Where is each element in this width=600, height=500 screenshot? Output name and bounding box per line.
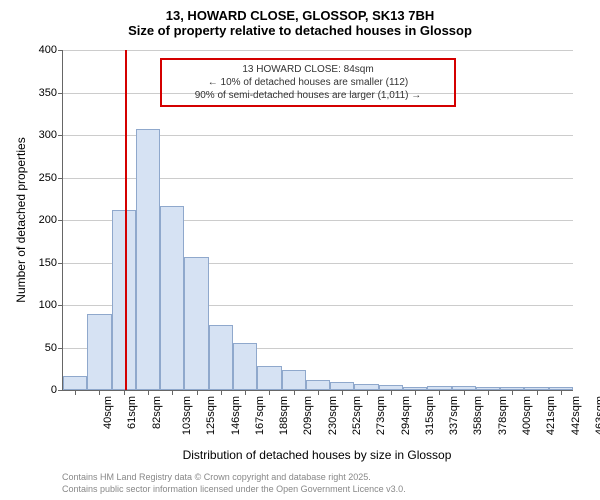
gridline xyxy=(63,50,573,51)
xtick-label: 61sqm xyxy=(126,396,138,429)
xtick-mark xyxy=(172,390,173,395)
xtick-label: 167sqm xyxy=(254,396,266,435)
xtick-label: 146sqm xyxy=(230,396,242,435)
xtick-label: 188sqm xyxy=(278,396,290,435)
ytick-label: 0 xyxy=(51,384,63,396)
annotation-line: 90% of semi-detached houses are larger (… xyxy=(168,89,448,102)
xtick-label: 82sqm xyxy=(151,396,163,429)
histogram-bar xyxy=(209,325,233,390)
histogram-bar xyxy=(112,210,136,390)
histogram-bar xyxy=(184,257,208,390)
xtick-mark xyxy=(439,390,440,395)
histogram-bar xyxy=(160,206,184,390)
xtick-mark xyxy=(512,390,513,395)
footer-line: Contains public sector information licen… xyxy=(62,484,406,496)
xtick-label: 358sqm xyxy=(473,396,485,435)
xtick-mark xyxy=(75,390,76,395)
xtick-mark xyxy=(488,390,489,395)
xtick-label: 125sqm xyxy=(205,396,217,435)
xtick-label: 337sqm xyxy=(448,396,460,435)
xtick-mark xyxy=(537,390,538,395)
xtick-mark xyxy=(197,390,198,395)
xtick-mark xyxy=(391,390,392,395)
histogram-bar xyxy=(87,314,111,391)
footer-line: Contains HM Land Registry data © Crown c… xyxy=(62,472,406,484)
xtick-mark xyxy=(148,390,149,395)
chart-title-line2: Size of property relative to detached ho… xyxy=(0,23,600,38)
histogram-bar xyxy=(257,366,281,390)
chart-title-line1: 13, HOWARD CLOSE, GLOSSOP, SK13 7BH xyxy=(0,0,600,23)
annotation-line: 13 HOWARD CLOSE: 84sqm xyxy=(168,63,448,76)
y-axis-label: Number of detached properties xyxy=(14,50,28,390)
ytick-label: 100 xyxy=(39,299,63,311)
annotation-line: ← 10% of detached houses are smaller (11… xyxy=(168,76,448,89)
xtick-mark xyxy=(99,390,100,395)
xtick-mark xyxy=(367,390,368,395)
ytick-label: 150 xyxy=(39,257,63,269)
histogram-bar xyxy=(233,343,257,390)
ytick-label: 200 xyxy=(39,214,63,226)
histogram-bar xyxy=(136,129,160,390)
xtick-label: 103sqm xyxy=(181,396,193,435)
ytick-label: 250 xyxy=(39,172,63,184)
xtick-mark xyxy=(124,390,125,395)
xtick-mark xyxy=(318,390,319,395)
xtick-label: 230sqm xyxy=(327,396,339,435)
xtick-mark xyxy=(269,390,270,395)
histogram-bar xyxy=(282,370,306,390)
xtick-mark xyxy=(415,390,416,395)
histogram-bar xyxy=(330,382,354,391)
property-marker-line xyxy=(125,50,127,390)
histogram-bar xyxy=(306,380,330,390)
xtick-mark xyxy=(342,390,343,395)
ytick-label: 350 xyxy=(39,87,63,99)
ytick-label: 400 xyxy=(39,44,63,56)
xtick-mark xyxy=(464,390,465,395)
xtick-mark xyxy=(561,390,562,395)
xtick-label: 315sqm xyxy=(424,396,436,435)
xtick-label: 442sqm xyxy=(570,396,582,435)
xtick-label: 400sqm xyxy=(521,396,533,435)
xtick-mark xyxy=(221,390,222,395)
chart-container: 13, HOWARD CLOSE, GLOSSOP, SK13 7BH Size… xyxy=(0,0,600,500)
x-axis-label: Distribution of detached houses by size … xyxy=(62,448,572,462)
xtick-label: 294sqm xyxy=(400,396,412,435)
xtick-label: 378sqm xyxy=(497,396,509,435)
footer-attribution: Contains HM Land Registry data © Crown c… xyxy=(62,472,406,495)
xtick-mark xyxy=(294,390,295,395)
ytick-label: 50 xyxy=(45,342,63,354)
ytick-label: 300 xyxy=(39,129,63,141)
xtick-mark xyxy=(245,390,246,395)
xtick-label: 40sqm xyxy=(102,396,114,429)
xtick-label: 252sqm xyxy=(351,396,363,435)
xtick-label: 273sqm xyxy=(375,396,387,435)
xtick-label: 421sqm xyxy=(545,396,557,435)
histogram-bar xyxy=(63,376,87,390)
xtick-label: 209sqm xyxy=(303,396,315,435)
annotation-box: 13 HOWARD CLOSE: 84sqm← 10% of detached … xyxy=(160,58,456,107)
xtick-label: 463sqm xyxy=(594,396,600,435)
